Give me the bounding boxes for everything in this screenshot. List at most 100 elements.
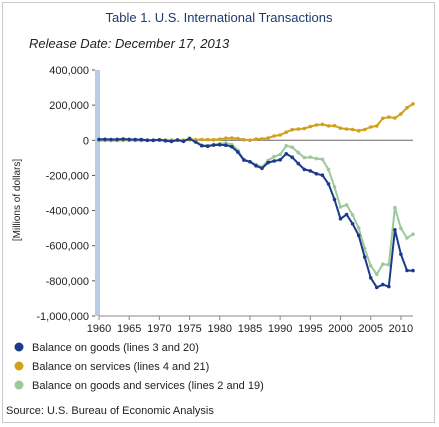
data-point: [350, 222, 355, 226]
series-lines: [97, 102, 415, 290]
data-point: [205, 137, 210, 142]
data-point: [326, 124, 331, 128]
data-point: [320, 157, 325, 162]
data-point: [266, 160, 270, 165]
data-point: [205, 144, 210, 148]
data-point: [230, 144, 234, 149]
data-point: [387, 263, 391, 267]
data-point: [411, 232, 415, 236]
data-point: [211, 138, 216, 142]
data-point: [103, 137, 107, 142]
data-point: [260, 166, 264, 171]
data-point: [375, 124, 379, 128]
data-point: [375, 285, 379, 290]
data-point: [260, 137, 264, 141]
series-line: [99, 103, 414, 142]
data-point: [387, 115, 391, 119]
data-point: [302, 126, 307, 131]
data-point: [284, 144, 289, 148]
legend: Balance on goods (lines 3 and 20) Balance…: [14, 342, 264, 392]
data-point: [290, 155, 295, 160]
data-point: [350, 127, 355, 132]
data-point: [362, 246, 367, 251]
data-point: [368, 264, 373, 268]
data-point: [290, 127, 295, 132]
x-tick-label: 1995: [298, 323, 322, 335]
y-axis-label: [Millions of dollars]: [12, 159, 23, 241]
x-tick-label: 1990: [268, 323, 292, 335]
data-point: [230, 136, 234, 140]
x-tick-label: 1960: [87, 323, 111, 335]
data-point: [302, 155, 307, 160]
x-tick-label: 2005: [358, 323, 382, 335]
data-point: [266, 136, 270, 140]
data-point: [284, 152, 289, 156]
y-tick-label: -600,000: [46, 241, 89, 253]
legend-marker: [14, 342, 24, 352]
y-axis-band: [95, 70, 413, 316]
data-point: [308, 124, 313, 129]
data-point: [344, 212, 349, 217]
data-point: [121, 137, 125, 141]
chart-title: Table 1. U.S. International Transactions: [106, 10, 333, 25]
y-tick-label: -800,000: [46, 276, 89, 288]
data-point: [362, 127, 367, 132]
data-point: [193, 140, 198, 144]
x-tick-label: 2010: [389, 323, 413, 335]
data-point: [218, 137, 222, 141]
data-point: [368, 276, 373, 280]
data-point: [411, 268, 415, 273]
data-point: [248, 138, 252, 142]
data-point: [362, 255, 367, 259]
data-point: [314, 172, 319, 176]
data-point: [314, 156, 319, 161]
data-point: [127, 137, 131, 142]
data-point: [211, 143, 216, 147]
data-point: [109, 137, 113, 142]
data-point: [405, 268, 409, 273]
x-tick-label: 1985: [238, 323, 262, 335]
legend-marker: [14, 361, 24, 371]
data-point: [399, 112, 403, 116]
data-point: [314, 123, 319, 127]
data-point: [181, 139, 186, 144]
data-point: [338, 126, 343, 130]
data-point: [393, 205, 397, 210]
y-tick-label: -1,000,000: [36, 311, 89, 323]
data-point: [272, 154, 276, 159]
data-point: [139, 137, 144, 142]
data-point: [97, 137, 101, 142]
data-point: [272, 159, 276, 163]
data-point: [278, 133, 283, 137]
data-point: [151, 138, 156, 142]
data-point: [399, 226, 403, 231]
data-point: [320, 173, 325, 177]
data-point: [320, 122, 325, 127]
data-point: [133, 137, 137, 142]
data-point: [393, 228, 397, 232]
data-point: [254, 137, 258, 141]
y-tick-label: -200,000: [46, 170, 89, 182]
data-point: [368, 125, 373, 129]
data-point: [308, 169, 313, 173]
data-point: [356, 233, 361, 238]
data-point: [224, 136, 228, 140]
data-point: [326, 182, 331, 186]
data-point: [393, 116, 397, 120]
y-axis-ticks: 400,000 200,000 0 -200,000 -400,000 -600,000 -…: [36, 65, 95, 323]
data-point: [308, 155, 313, 159]
data-point: [356, 129, 361, 133]
legend-label: Balance on services (lines 4 and 21): [32, 361, 209, 373]
data-point: [332, 197, 337, 202]
data-point: [199, 143, 204, 148]
data-point: [411, 102, 415, 106]
data-point: [236, 136, 240, 141]
data-point: [199, 137, 204, 142]
data-point: [296, 150, 301, 155]
chart-subtitle: Release Date: December 17, 2013: [29, 36, 230, 51]
data-point: [338, 205, 343, 209]
data-point: [344, 127, 349, 131]
source-note: Source: U.S. Bureau of Economic Analysis: [6, 405, 214, 417]
data-point: [338, 217, 343, 221]
data-point: [399, 252, 403, 257]
